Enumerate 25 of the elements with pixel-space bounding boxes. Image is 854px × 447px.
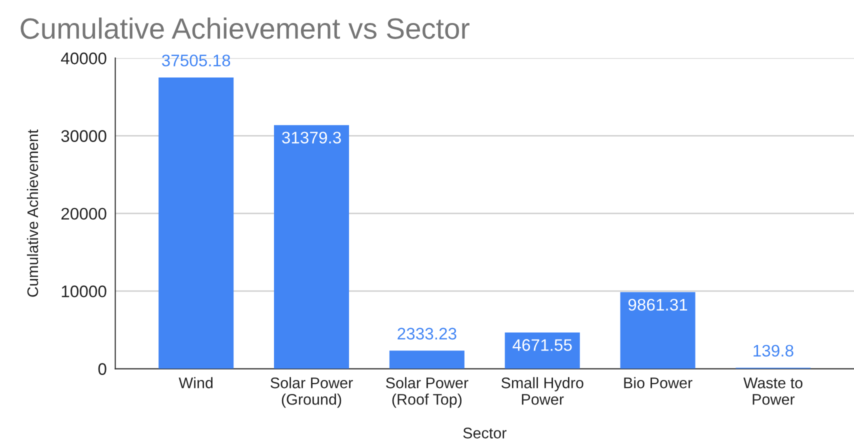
x-tick-label: Small Hydro Power: [501, 377, 584, 405]
data-label: 31379.3: [282, 132, 341, 144]
y-tick-label: 30000: [61, 130, 106, 142]
data-label: 9861.31: [628, 298, 688, 311]
bar: [620, 292, 696, 369]
y-tick-label: 40000: [61, 52, 106, 64]
x-tick-label: Solar Power (Ground): [270, 377, 353, 408]
bar: [504, 332, 580, 369]
x-tick-label: Solar Power (Roof Top): [386, 377, 468, 408]
y-tick-label: 20000: [61, 208, 106, 220]
bar: [389, 350, 464, 369]
data-label: 37505.18: [162, 54, 230, 66]
x-tick-label: Waste to Power: [743, 378, 802, 405]
bar: [158, 77, 234, 369]
y-tick-label: 0: [98, 363, 106, 375]
bar: [274, 125, 350, 369]
data-label: 2333.23: [398, 328, 456, 340]
x-tick-label: Bio Power: [624, 377, 692, 388]
x-axis-title: Sector: [463, 428, 506, 438]
data-label: 4671.55: [512, 339, 572, 351]
x-tick-label: Wind: [178, 377, 213, 388]
y-axis-title: Cumulative Achievement: [26, 129, 38, 297]
data-label: 139.8: [754, 344, 794, 357]
chart-title: Cumulative Achievement vs Sector: [20, 18, 470, 39]
y-tick-label: 10000: [62, 286, 106, 298]
